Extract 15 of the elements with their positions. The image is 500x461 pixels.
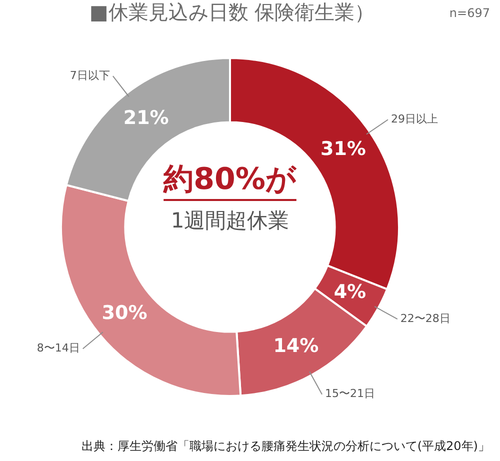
data-label: 31% <box>320 138 366 160</box>
slice-label: 29日以上 <box>390 112 438 126</box>
data-label: 30% <box>102 302 148 324</box>
data-label: 14% <box>273 334 319 357</box>
slice-label: 8〜14日 <box>36 342 80 355</box>
slice-label: 7日以下 <box>70 68 110 82</box>
chart-title: ■休業見込み日数 保険衛生業） <box>89 0 375 24</box>
slice-label: 22〜28日 <box>400 312 450 325</box>
text: 1週間超休業 <box>170 208 290 232</box>
slice-label: 15〜21日 <box>325 387 376 400</box>
data-label: 21% <box>123 106 169 129</box>
chart-subtitle: n=697 <box>449 6 490 20</box>
source-note: 出典：厚生労働省「職場における腰痛発生状況の分析について(平成20年)」 <box>81 439 490 454</box>
data-label: 4% <box>334 280 366 303</box>
text: 約80%が <box>162 162 298 197</box>
